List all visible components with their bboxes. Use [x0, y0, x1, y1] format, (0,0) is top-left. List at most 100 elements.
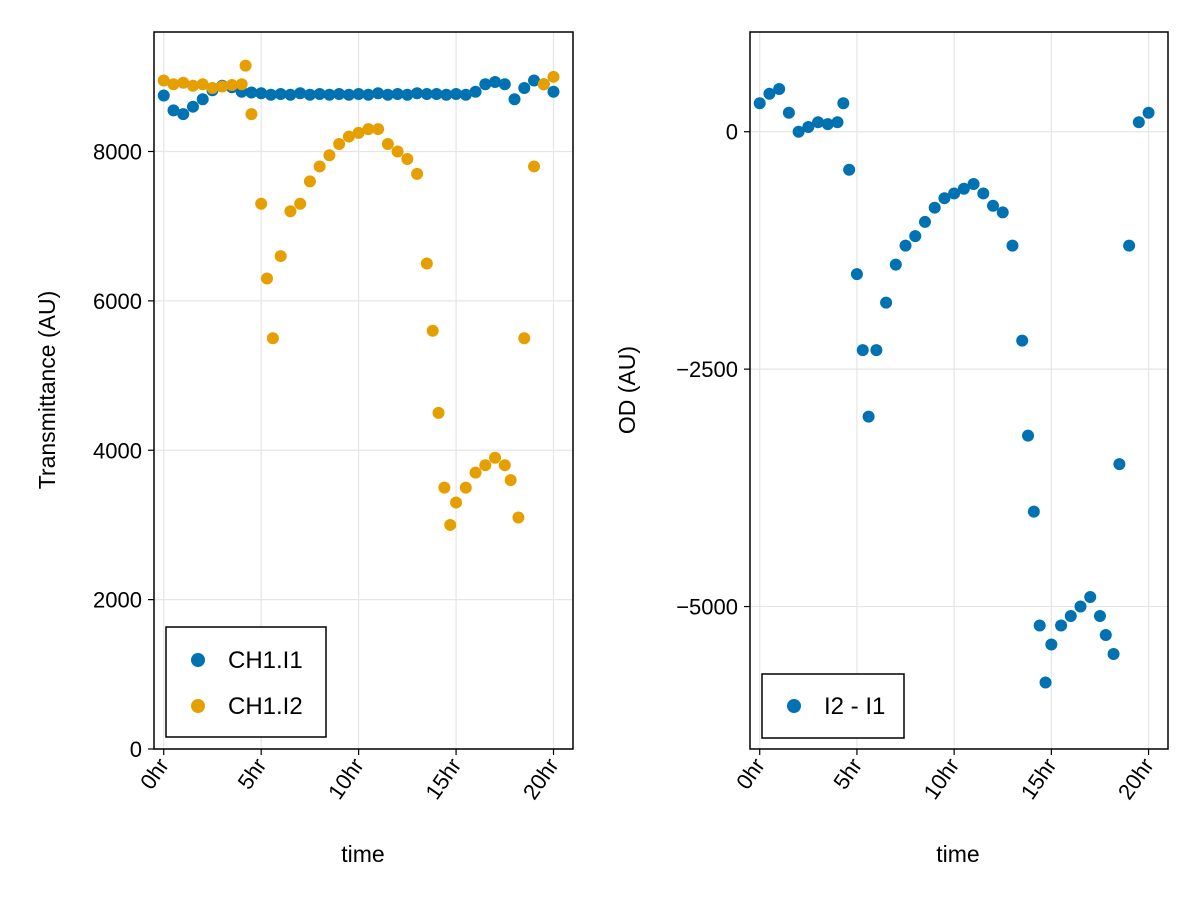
data-point-ch1-i2 — [313, 160, 326, 173]
data-point-ch1-i2 — [284, 205, 297, 218]
right-plot-points — [753, 82, 1155, 689]
left-y-tick-label: 6000 — [93, 289, 142, 314]
data-point-i2-i1 — [1045, 638, 1058, 651]
data-point-ch1-i2 — [444, 518, 457, 531]
legend-label-ch1-i2: CH1.I2 — [228, 693, 303, 720]
data-point-ch1-i1 — [528, 74, 541, 87]
data-point-i2-i1 — [909, 230, 922, 243]
data-point-i2-i1 — [1074, 600, 1087, 613]
data-point-ch1-i1 — [294, 87, 307, 100]
data-point-i2-i1 — [938, 192, 951, 205]
data-point-ch1-i1 — [420, 87, 433, 100]
left-legend-box — [165, 626, 327, 738]
data-point-i2-i1 — [821, 118, 834, 131]
data-point-i2-i1 — [850, 268, 863, 281]
data-point-i2-i1 — [1093, 610, 1106, 623]
data-point-i2-i1 — [918, 215, 931, 228]
data-point-ch1-i2 — [401, 152, 414, 165]
data-point-ch1-i2 — [323, 149, 336, 162]
data-point-ch1-i2 — [167, 78, 180, 91]
data-point-ch1-i2 — [372, 123, 385, 136]
data-point-ch1-i1 — [401, 88, 414, 101]
data-point-i2-i1 — [856, 344, 869, 357]
data-point-ch1-i1 — [177, 108, 190, 121]
data-point-i2-i1 — [870, 344, 883, 357]
data-point-ch1-i2 — [528, 160, 541, 173]
data-point-i2-i1 — [812, 116, 825, 129]
data-point-ch1-i2 — [391, 145, 404, 158]
data-point-ch1-i1 — [489, 76, 502, 89]
data-point-ch1-i1 — [430, 87, 443, 100]
data-point-ch1-i1 — [245, 86, 258, 99]
data-point-ch1-i1 — [333, 87, 346, 100]
data-point-i2-i1 — [837, 97, 850, 110]
data-point-ch1-i1 — [518, 82, 531, 95]
data-point-ch1-i1 — [342, 88, 355, 101]
right-legend: I2 - I1 — [761, 673, 905, 739]
data-point-i2-i1 — [928, 201, 941, 214]
data-point-i2-i1 — [899, 239, 912, 252]
data-point-ch1-i1 — [323, 88, 336, 101]
data-point-i2-i1 — [880, 296, 893, 309]
data-point-i2-i1 — [957, 182, 970, 195]
data-point-ch1-i1 — [362, 88, 375, 101]
data-point-ch1-i1 — [469, 85, 482, 98]
data-point-ch1-i1 — [372, 87, 385, 100]
data-point-ch1-i2 — [239, 59, 252, 72]
data-point-ch1-i1 — [186, 100, 199, 113]
data-point-i2-i1 — [1123, 239, 1136, 252]
data-point-ch1-i2 — [420, 257, 433, 270]
data-point-ch1-i2 — [547, 70, 560, 83]
data-point-ch1-i1 — [391, 87, 404, 100]
data-point-ch1-i2 — [216, 80, 229, 93]
data-point-i2-i1 — [996, 206, 1009, 219]
data-point-i2-i1 — [1099, 629, 1112, 642]
data-point-ch1-i2 — [518, 332, 531, 345]
right-y-tick-label: −2500 — [676, 357, 738, 382]
right-grid — [750, 32, 1168, 749]
data-point-i2-i1 — [1084, 591, 1097, 604]
data-point-ch1-i2 — [489, 451, 502, 464]
data-point-ch1-i2 — [245, 108, 258, 121]
data-point-ch1-i2 — [537, 78, 550, 91]
data-point-i2-i1 — [1022, 429, 1035, 442]
data-point-ch1-i2 — [177, 76, 190, 89]
data-point-ch1-i1 — [303, 88, 316, 101]
data-point-ch1-i1 — [450, 87, 463, 100]
data-point-ch1-i1 — [196, 93, 209, 106]
legend-marker-ch1-i1 — [191, 653, 205, 667]
data-point-i2-i1 — [987, 199, 1000, 212]
series-i2-i1 — [753, 82, 1155, 689]
right-plot-frame — [749, 31, 1169, 750]
data-point-ch1-i2 — [333, 138, 346, 151]
data-point-ch1-i2 — [450, 496, 463, 509]
data-point-i2-i1 — [967, 177, 980, 190]
data-point-ch1-i2 — [266, 332, 279, 345]
data-point-ch1-i2 — [255, 197, 268, 210]
data-point-i2-i1 — [1039, 676, 1052, 689]
left-y-tick-label: 0 — [130, 737, 142, 762]
data-point-ch1-i2 — [426, 324, 439, 337]
data-point-i2-i1 — [1132, 116, 1145, 129]
left-plot-frame — [153, 31, 574, 750]
data-point-ch1-i1 — [255, 87, 268, 100]
data-point-ch1-i1 — [352, 87, 365, 100]
data-point-ch1-i2 — [381, 138, 394, 151]
data-point-i2-i1 — [1016, 334, 1029, 347]
data-point-ch1-i1 — [508, 93, 521, 106]
data-point-ch1-i1 — [381, 88, 394, 101]
data-point-ch1-i2 — [294, 197, 307, 210]
left-legend: CH1.I1 CH1.I2 — [165, 626, 327, 738]
data-point-ch1-i1 — [313, 87, 326, 100]
legend-marker-i2-minus-i1 — [787, 699, 801, 713]
left-y-tick-label: 2000 — [93, 588, 142, 613]
legend-label-ch1-i1: CH1.I1 — [228, 647, 303, 674]
data-point-i2-i1 — [1113, 458, 1126, 471]
data-point-ch1-i2 — [352, 126, 365, 139]
data-point-ch1-i2 — [498, 459, 511, 472]
left-grid — [154, 32, 573, 750]
data-point-ch1-i2 — [186, 79, 199, 92]
